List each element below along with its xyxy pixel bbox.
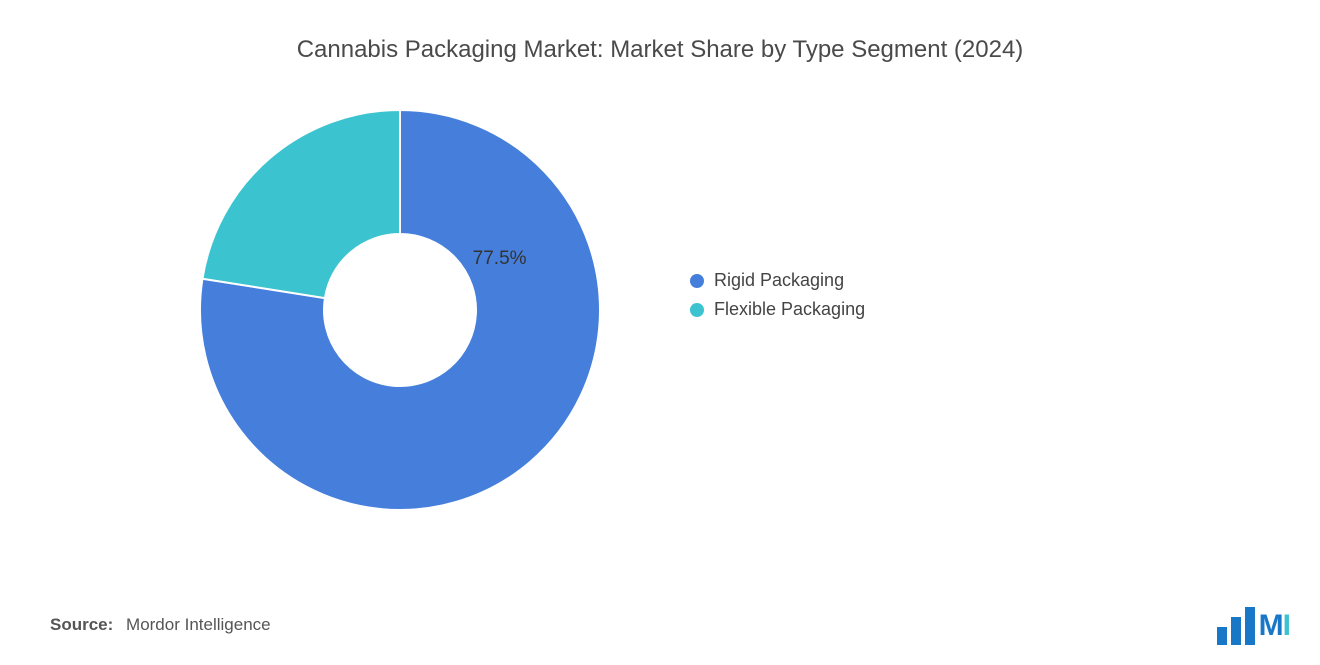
- slice-data-label: 77.5%: [473, 248, 527, 270]
- source-label: Source:: [50, 615, 113, 634]
- legend-item: Rigid Packaging: [690, 270, 865, 291]
- legend-item: Flexible Packaging: [690, 299, 865, 320]
- donut-svg: [200, 110, 600, 510]
- logo-bars-icon: [1217, 607, 1255, 645]
- source-footer: Source: Mordor Intelligence: [50, 615, 271, 635]
- chart-title: Cannabis Packaging Market: Market Share …: [0, 0, 1320, 64]
- chart-container: Cannabis Packaging Market: Market Share …: [0, 0, 1320, 665]
- legend-label: Flexible Packaging: [714, 299, 865, 320]
- brand-logo: MI: [1217, 607, 1290, 645]
- logo-text: MI: [1259, 609, 1290, 643]
- source-value: Mordor Intelligence: [126, 615, 271, 634]
- chart-area: 77.5% Rigid Packaging Flexible Packaging: [0, 90, 1320, 560]
- donut-hole: [324, 234, 476, 386]
- legend-swatch-icon: [690, 274, 704, 288]
- legend-swatch-icon: [690, 303, 704, 317]
- legend: Rigid Packaging Flexible Packaging: [690, 270, 865, 328]
- donut-chart: 77.5%: [200, 110, 600, 510]
- legend-label: Rigid Packaging: [714, 270, 844, 291]
